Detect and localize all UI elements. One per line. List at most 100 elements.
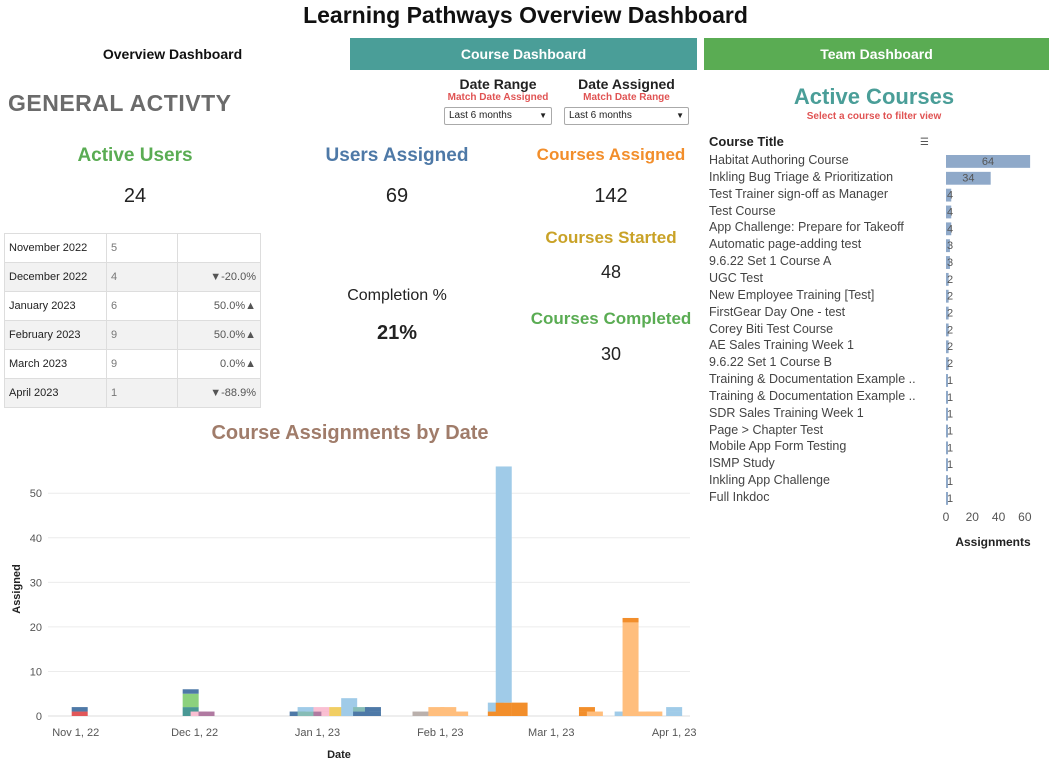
course-bar-label: 3 [947,257,953,269]
course-list-item[interactable]: New Employee Training [Test] [709,287,875,302]
course-list-item[interactable]: App Challenge: Prepare for Takeoff [709,220,904,235]
date-range-subtitle: Match Date Assigned [447,92,549,103]
chevron-down-icon: ▼ [676,111,684,120]
assignment-bar-segment[interactable] [495,466,512,703]
course-bar[interactable] [946,492,948,505]
table-row: April 2023 1 ▼-88.9% [4,378,261,408]
tab-overview[interactable]: Overview Dashboard [102,46,243,62]
assignment-bar-segment[interactable] [666,707,683,712]
assignment-bar-segment[interactable] [198,711,215,716]
course-list-item[interactable]: Corey Biti Test Course [709,321,834,336]
date-range-select[interactable]: Last 6 months ▼ [444,107,552,125]
course-bar[interactable] [946,306,949,320]
assignment-bar-segment[interactable] [364,711,381,716]
table-row: January 2023 6 50.0%▲ [4,291,261,321]
assignment-bar-segment[interactable] [182,693,199,708]
assignment-bar-segment[interactable] [622,617,639,623]
course-list-item[interactable]: Automatic page-adding test [709,237,862,252]
assignment-bar-segment[interactable] [297,711,314,716]
tab-course-dashboard[interactable]: Course Dashboard [350,38,697,70]
assignment-bar-segment[interactable] [364,707,381,712]
date-assigned-select[interactable]: Last 6 months ▼ [564,107,689,125]
course-list-item[interactable]: ISMP Study [709,456,775,471]
assignment-bar-segment[interactable] [313,707,330,712]
date-assigned-value: Last 6 months [569,110,632,121]
assignment-bar-segment[interactable] [353,707,370,712]
x-tick-label: Apr 1, 23 [652,727,697,739]
course-bar[interactable] [946,171,991,185]
course-list-item[interactable]: Training & Documentation Example .. [709,388,916,403]
change-cell: ▼-20.0% [177,262,261,292]
course-bar[interactable] [946,357,949,371]
course-list-item[interactable]: Test Trainer sign-off as Manager [709,186,889,201]
course-list-item[interactable]: Inkling App Challenge [709,473,830,488]
table-row: November 2022 5 [4,233,261,263]
assignment-bar-segment[interactable] [297,707,314,712]
course-list-item[interactable]: SDR Sales Training Week 1 [709,405,864,420]
completion-value: 21% [376,322,418,344]
table-row: March 2023 9 0.0%▲ [4,349,261,379]
assignment-bar-segment[interactable] [182,689,199,694]
course-bar[interactable] [946,458,948,472]
table-row: February 2023 9 50.0%▲ [4,320,261,350]
course-list-item[interactable]: 9.6.22 Set 1 Course A [709,254,832,269]
course-bar[interactable] [946,407,948,421]
course-bar[interactable] [946,374,948,387]
course-bar[interactable] [946,222,952,236]
assignment-bar-segment[interactable] [495,702,512,716]
course-list-item[interactable]: Training & Documentation Example .. [709,372,916,387]
course-list-item[interactable]: UGC Test [709,270,763,285]
assignment-bar-segment[interactable] [634,711,651,716]
x-tick-label: Dec 1, 22 [171,727,218,739]
course-bar[interactable] [946,155,1031,168]
course-bar[interactable] [946,340,949,354]
course-list-item[interactable]: Page > Chapter Test [709,422,824,437]
course-bar-label: 3 [947,240,953,252]
sort-icon[interactable]: ☰ [920,137,929,148]
course-bar[interactable] [946,390,948,404]
assignment-bar-segment[interactable] [578,707,595,712]
tab-team-dashboard[interactable]: Team Dashboard [704,38,1049,70]
assignment-bar-segment[interactable] [353,711,370,716]
assignment-bar-segment[interactable] [71,707,88,712]
assignment-bar-segment[interactable] [329,707,346,716]
course-list-item[interactable]: Inkling Bug Triage & Prioritization [709,169,894,184]
course-bar[interactable] [946,272,949,286]
course-list-item[interactable]: AE Sales Training Week 1 [709,338,854,353]
assignment-bar-segment[interactable] [71,711,88,716]
assignment-bar-segment[interactable] [511,702,528,716]
date-range-title: Date Range [459,76,537,92]
course-bar[interactable] [946,239,950,253]
course-bar[interactable] [946,475,948,488]
course-list-item[interactable]: 9.6.22 Set 1 Course B [709,355,832,370]
assignment-bar-segment[interactable] [622,622,639,716]
course-list-item[interactable]: Test Course [709,203,776,218]
assignment-bar-segment[interactable] [412,711,429,716]
course-bar-label: 2 [947,341,953,353]
assignment-bar-segment[interactable] [182,707,199,716]
course-title-header[interactable]: Course Title [709,134,784,149]
course-bar-label: 1 [947,442,953,454]
course-bar[interactable] [946,424,948,438]
x-tick-label: Feb 1, 23 [417,727,463,739]
course-list-item[interactable]: Mobile App Form Testing [709,439,847,454]
course-bar-label: 2 [947,308,953,320]
assignment-bar-segment[interactable] [646,711,663,716]
course-bar[interactable] [946,323,949,337]
course-bar[interactable] [946,289,949,303]
count-cell: 6 [106,291,178,321]
course-bar[interactable] [946,256,950,269]
course-list-item[interactable]: Habitat Authoring Course [709,153,849,167]
course-list-item[interactable]: Full Inkdoc [709,490,770,504]
assignment-bar-segment[interactable] [586,711,603,716]
course-list-item[interactable]: FirstGear Day One - test [709,304,846,319]
month-cell: November 2022 [4,233,107,263]
course-bar[interactable] [946,205,952,219]
assignment-bar-segment[interactable] [452,711,469,716]
assignment-bar-segment[interactable] [428,707,445,716]
course-bar[interactable] [946,441,948,455]
assignment-bar-segment[interactable] [440,707,457,716]
change-cell: 50.0%▲ [177,291,261,321]
course-bar[interactable] [946,188,952,202]
assignment-bar-segment[interactable] [666,711,683,716]
